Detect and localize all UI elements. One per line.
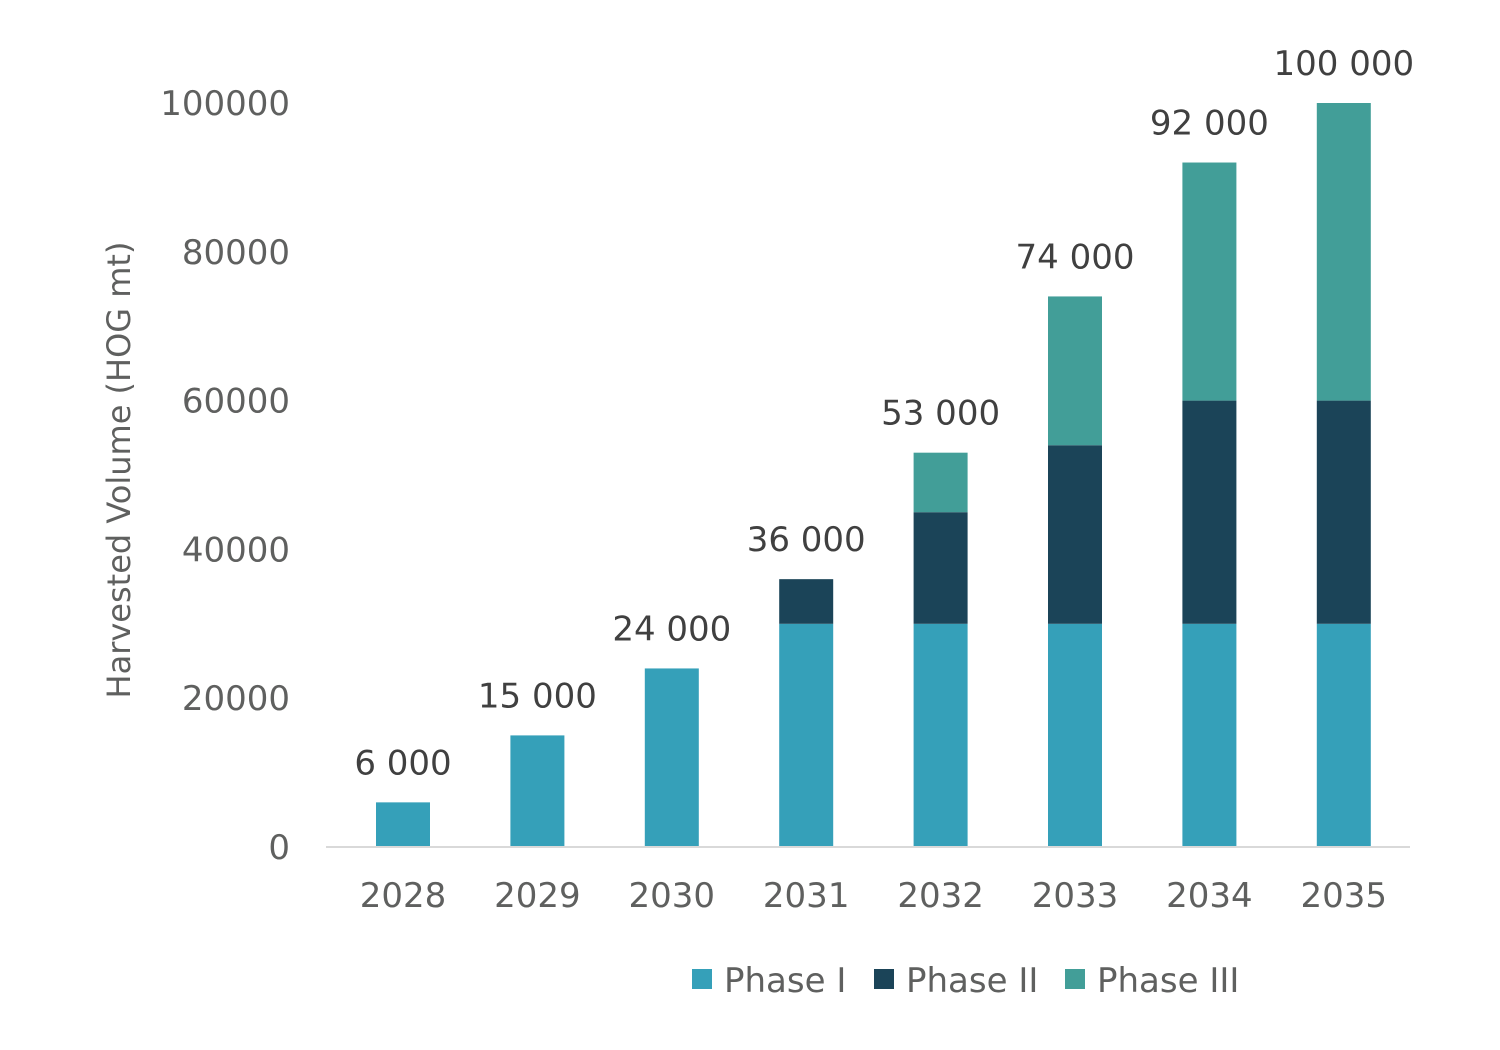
total-label-2029: 15 000	[478, 676, 597, 716]
bar-segment-2-2031	[779, 579, 834, 624]
bar-segment-3-2032	[913, 452, 968, 513]
bar-segment-1-2029	[510, 735, 565, 847]
bar-segment-2-2034	[1182, 400, 1237, 624]
bar-segment-2-2033	[1048, 445, 1102, 624]
legend-label-2: Phase II	[906, 961, 1038, 1001]
total-label-2033: 74 000	[1016, 237, 1135, 277]
y-tick-label: 100000	[160, 84, 290, 124]
total-label-2034: 92 000	[1150, 104, 1269, 144]
legend-label-1: Phase I	[724, 961, 846, 1001]
y-tick-label: 0	[268, 828, 290, 868]
x-tick-label-2029: 2029	[494, 876, 581, 916]
y-tick-label: 60000	[182, 382, 290, 422]
x-tick-label-2031: 2031	[763, 876, 850, 916]
y-tick-label: 80000	[182, 233, 290, 273]
total-label-2031: 36 000	[747, 520, 866, 560]
x-tick-label-2028: 2028	[360, 876, 447, 916]
total-label-2028: 6 000	[354, 743, 451, 783]
bar-segment-1-2030	[644, 668, 699, 847]
bar-segment-2-2035	[1316, 400, 1371, 624]
bar-segment-1-2033	[1048, 623, 1102, 847]
y-axis-tick-labels: 0 20000 40000 60000 80000 100000	[160, 84, 290, 868]
bar-segment-1-2032	[913, 623, 968, 847]
bar-segments	[376, 103, 1371, 847]
x-tick-label-2030: 2030	[629, 876, 716, 916]
x-tick-label-2033: 2033	[1032, 876, 1119, 916]
bar-segment-1-2031	[779, 623, 834, 847]
bar-segment-1-2028	[376, 802, 430, 847]
legend-swatch-1	[692, 969, 712, 989]
y-axis-title: Harvested Volume (HOG mt)	[100, 242, 138, 699]
bar-segment-3-2035	[1316, 103, 1371, 401]
x-axis-tick-labels: 2028 2029 2030 2031 2032 2033 2034 2035	[360, 876, 1387, 916]
legend-label-3: Phase III	[1097, 961, 1239, 1001]
x-tick-label-2035: 2035	[1301, 876, 1388, 916]
legend: Phase I Phase II Phase III	[692, 961, 1239, 1001]
x-tick-label-2034: 2034	[1166, 876, 1253, 916]
bar-total-labels: 6 000 15 000 24 000 36 000 53 000 74 000 92 00…	[354, 44, 1414, 783]
x-tick-label-2032: 2032	[897, 876, 984, 916]
bar-segment-3-2033	[1048, 296, 1102, 446]
y-tick-label: 20000	[182, 679, 290, 719]
total-label-2032: 53 000	[881, 394, 1000, 434]
bar-segment-1-2035	[1316, 623, 1371, 847]
bar-segment-1-2034	[1182, 623, 1237, 847]
bar-segment-2-2032	[913, 512, 968, 624]
legend-swatch-3	[1065, 969, 1085, 989]
bar-segment-3-2034	[1182, 162, 1237, 401]
total-label-2030: 24 000	[612, 609, 731, 649]
y-tick-label: 40000	[182, 530, 290, 570]
legend-swatch-2	[874, 969, 894, 989]
total-label-2035: 100 000	[1273, 44, 1414, 84]
